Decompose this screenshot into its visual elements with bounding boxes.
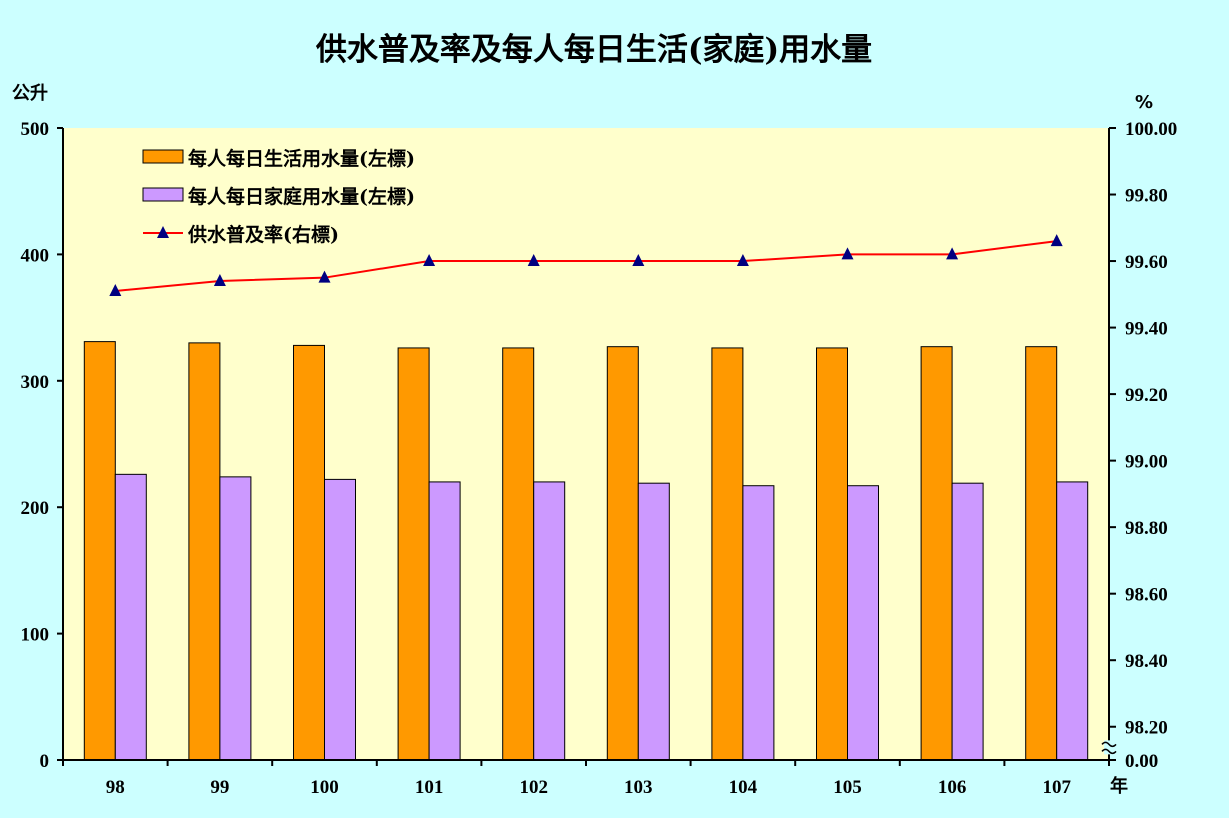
coverage-rate-marker-99: [213, 274, 226, 287]
x-tick-label: 100: [310, 777, 339, 798]
bar-living-107: [1025, 346, 1058, 761]
x-tick-label: 106: [938, 777, 967, 798]
x-tick-label: 102: [519, 777, 548, 798]
bar-household-101: [428, 481, 461, 761]
bar-household-106: [951, 482, 984, 761]
left-tick-label: 300: [21, 372, 50, 393]
right-tick-label: 98.20: [1125, 718, 1168, 739]
bar-living-103: [606, 346, 639, 761]
legend-line-marker: [157, 226, 169, 238]
left-tick-label: 500: [21, 119, 50, 140]
axis-break-wave: [1101, 748, 1117, 755]
bar-household-105: [847, 485, 879, 761]
bar-household-104: [742, 485, 775, 761]
bar-household-103: [637, 482, 670, 761]
x-axis-unit: 年: [1110, 775, 1128, 797]
coverage-rate-marker-106: [946, 247, 959, 260]
bar-living-98: [83, 341, 116, 761]
coverage-rate-marker-98: [109, 283, 122, 296]
bar-living-100: [293, 344, 325, 761]
axis-break-wave: [1101, 741, 1117, 748]
bar-living-101: [397, 347, 430, 761]
axis-break-gap: [1104, 740, 1114, 755]
bar-living-106: [920, 346, 953, 761]
bar-living-105: [816, 347, 848, 761]
right-tick-label: 99.00: [1125, 452, 1168, 473]
coverage-rate-marker-104: [736, 254, 749, 267]
x-tick-label: 104: [729, 777, 758, 798]
left-axis-unit: 公升: [12, 83, 48, 104]
left-tick-label: 100: [21, 625, 50, 646]
coverage-rate-marker-101: [423, 254, 436, 267]
right-tick-label: 99.80: [1125, 186, 1168, 207]
x-tick-label: 99: [210, 777, 229, 798]
legend-swatch-living: [142, 149, 184, 164]
bar-household-107: [1056, 481, 1089, 761]
right-tick-label: 0.00: [1125, 751, 1158, 772]
coverage-rate-marker-107: [1050, 234, 1063, 247]
left-tick-label: 400: [21, 245, 50, 266]
bar-household-100: [324, 478, 356, 761]
right-tick-label: 98.60: [1125, 585, 1168, 606]
left-tick-label: 200: [21, 498, 50, 519]
right-tick-label: 98.80: [1125, 518, 1168, 539]
legend-swatch-household: [142, 187, 184, 202]
bar-living-102: [502, 347, 535, 761]
coverage-rate-line: [115, 240, 1057, 292]
bar-household-98: [114, 473, 147, 761]
coverage-rate-marker-105: [841, 247, 854, 260]
chart-title: 供水普及率及每人每日生活(家庭)用水量: [315, 32, 872, 68]
bar-living-99: [188, 342, 221, 761]
x-tick-label: 107: [1042, 777, 1071, 798]
legend-label-coverage: 供水普及率(右標): [187, 223, 339, 246]
right-tick-label: 98.40: [1125, 651, 1168, 672]
x-tick-label: 103: [624, 777, 653, 798]
legend-label-household: 每人每日家庭用水量(左標): [188, 185, 415, 208]
left-tick-label: 0: [40, 751, 50, 772]
bar-household-102: [533, 481, 566, 761]
coverage-rate-marker-100: [318, 270, 331, 283]
right-tick-label: 100.00: [1125, 119, 1177, 140]
legend-label-living: 每人每日生活用水量(左標): [188, 147, 415, 170]
right-tick-label: 99.60: [1125, 252, 1168, 273]
chart-marks: 0 100 200 300 400 500 0.00 98.20 98.40 98.60 98.80…: [21, 119, 1178, 798]
right-tick-label: 99.40: [1125, 319, 1168, 340]
right-tick-label: 99.20: [1125, 385, 1168, 406]
coverage-rate-marker-103: [632, 254, 645, 267]
bar-household-99: [219, 476, 252, 761]
x-tick-label: 101: [415, 777, 444, 798]
bar-living-104: [711, 347, 744, 761]
right-axis-unit: %: [1135, 92, 1153, 113]
x-tick-label: 98: [106, 777, 125, 798]
coverage-rate-marker-102: [527, 254, 540, 267]
x-tick-label: 105: [833, 777, 862, 798]
